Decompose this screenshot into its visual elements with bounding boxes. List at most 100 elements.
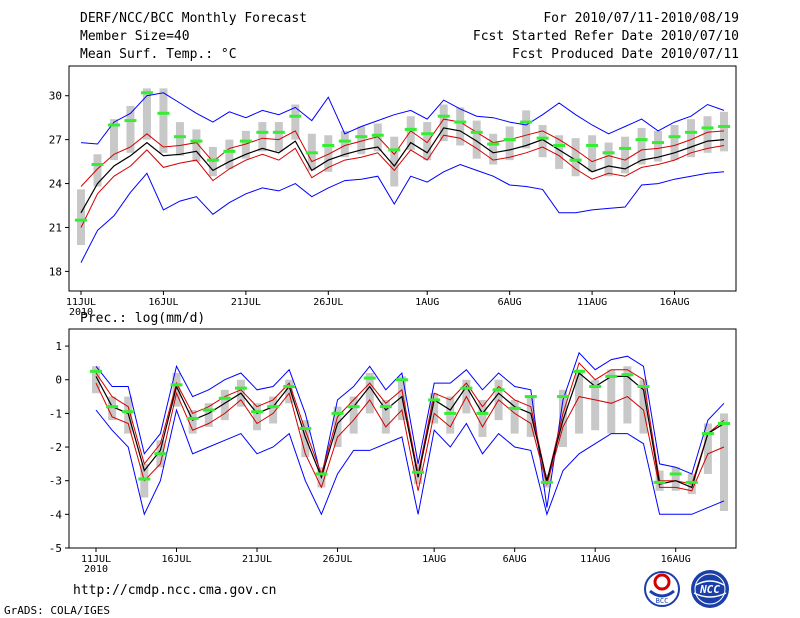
median-marker [556,395,569,399]
x-year-label: 2010 [69,307,93,318]
median-marker [569,158,582,162]
median-marker [355,135,368,139]
produced-date-label: Fcst Produced Date 2010/07/11 [512,47,739,62]
median-marker [91,163,104,167]
x-tick-label: 6AUG [498,297,522,308]
x-tick-label: 11JUL [81,554,111,565]
median-marker [685,130,698,134]
median-marker [589,384,602,388]
spread-box [623,366,632,424]
median-marker [652,141,665,145]
y-tick-label: 0 [55,374,62,387]
spread-box [77,189,85,246]
median-marker [239,139,252,143]
median-marker [322,143,335,147]
spread-box [621,136,630,174]
spread-box [687,119,696,158]
median-marker [701,126,714,130]
spread-box [108,396,117,421]
spread-box [456,107,465,146]
median-marker [218,396,231,400]
footer-url[interactable]: http://cmdp.ncc.cma.gov.cn [73,583,277,598]
ncc-logo-icon: NCC [691,570,729,608]
median-marker [701,432,714,436]
spread-box [720,413,728,511]
median-marker [75,218,87,222]
median-marker [524,395,537,399]
median-marker [718,124,730,128]
spread-box [720,111,728,152]
median-marker [428,398,441,402]
member-size-label: Member Size=40 [80,29,190,44]
y-tick-label: -3 [49,475,62,488]
spread-box [349,396,358,434]
spread-box [390,136,399,187]
spread-box [373,123,382,152]
spread-box [439,104,448,142]
median-marker [540,480,553,484]
median-marker [536,136,549,140]
median-marker [154,452,167,456]
median-marker [669,472,682,476]
median-marker [668,135,681,139]
y-tick-label: -2 [49,441,62,454]
median-marker [520,120,533,124]
spread-box [478,399,487,437]
series-line-mean [95,371,725,489]
series-line-p25 [80,134,725,228]
spread-box [423,122,432,161]
y-tick-label: 1 [55,340,62,353]
median-marker [421,132,434,136]
x-tick-label: 16JUL [161,554,191,565]
spread-box [109,119,118,161]
median-marker [476,411,489,415]
x-tick-label: 11AUG [577,297,607,308]
median-marker [124,119,137,123]
spread-box [555,135,564,169]
series-line-min [95,408,725,516]
x-tick-label: 26JUL [322,554,352,565]
median-marker [454,120,467,124]
median-marker [186,416,199,420]
spread-box [446,396,455,434]
spread-box [637,127,646,165]
median-marker [272,130,285,134]
median-marker [90,369,102,373]
median-marker [621,373,634,377]
bcc-logo-text: BCC [656,597,669,605]
series-line-p25 [95,382,725,492]
spread-box [703,423,712,474]
x-tick-label: 11JUL [66,297,96,308]
y-tick-label: -1 [49,407,62,420]
spread-box [381,399,390,434]
spread-box [607,369,616,434]
median-marker [553,143,566,147]
spread-box [472,120,481,159]
median-marker [379,405,392,409]
median-marker [395,378,408,382]
median-marker [338,139,351,143]
median-marker [602,151,615,155]
median-marker [106,405,119,409]
y-tick-label: -5 [49,542,62,555]
spread-box [505,126,514,161]
spread-box [92,366,100,394]
x-tick-label: 21JUL [231,297,261,308]
series-line-p75 [80,118,725,187]
median-marker [371,133,384,137]
median-marker [460,386,473,390]
median-marker [573,369,586,373]
logos: BCC NCC [644,570,729,608]
median-marker [470,130,483,134]
median-marker [331,411,344,415]
median-marker [170,383,183,387]
spread-box [604,142,613,177]
median-marker [503,138,516,142]
spread-box [639,379,648,434]
spread-box [510,399,519,434]
spread-box [406,116,415,150]
median-marker [605,374,618,378]
median-marker [619,146,632,150]
y-tick-label: 30 [49,90,62,103]
spread-box [324,135,333,172]
